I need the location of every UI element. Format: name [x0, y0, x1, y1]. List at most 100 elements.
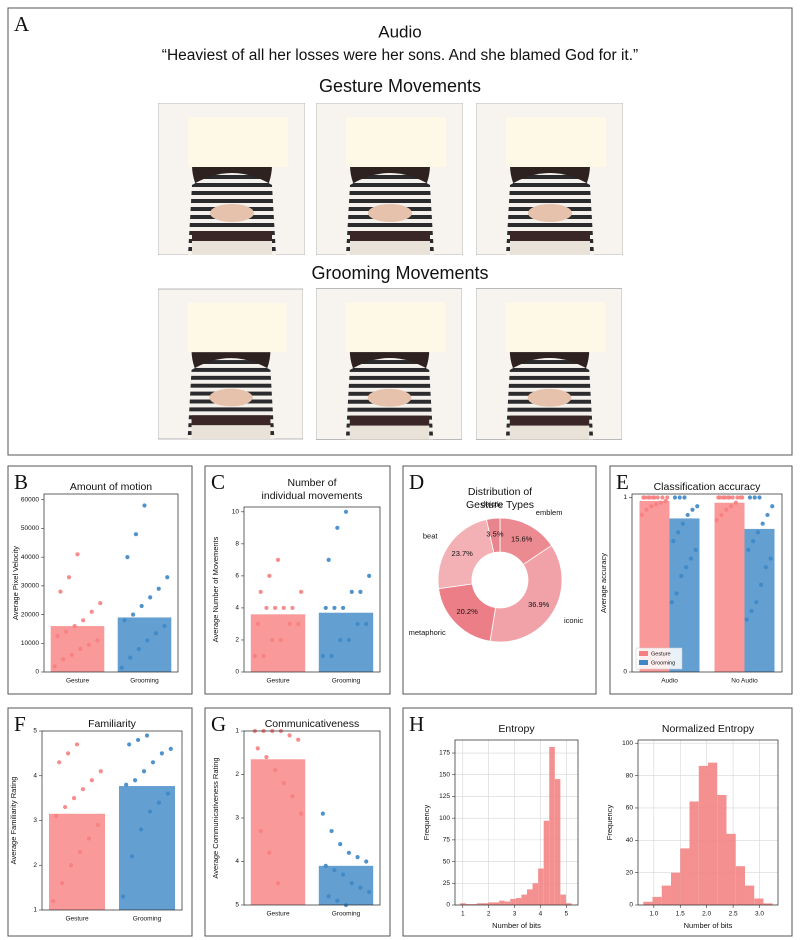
- x-tick-label: 3.0: [755, 911, 764, 918]
- audio-heading: Audio: [378, 22, 421, 41]
- data-point: [349, 881, 354, 886]
- data-point: [75, 552, 80, 557]
- histogram-bar: [521, 894, 527, 905]
- data-point: [95, 822, 100, 828]
- y-tick-label: 60: [626, 805, 634, 812]
- data-point: [133, 778, 138, 783]
- data-point: [165, 575, 170, 580]
- data-point: [98, 600, 103, 606]
- y-tick-label: 60000: [21, 496, 39, 503]
- data-point: [669, 600, 674, 605]
- histogram-bar: [717, 795, 727, 905]
- chart-title: Distribution of: [468, 486, 532, 498]
- data-point: [642, 495, 648, 500]
- data-point: [153, 631, 158, 636]
- data-point: [320, 811, 325, 816]
- data-point: [671, 539, 676, 544]
- data-point: [51, 898, 56, 904]
- data-point: [683, 565, 689, 570]
- data-point: [717, 495, 723, 500]
- legend-label: Gesture: [651, 651, 671, 657]
- segment-label: emblem: [536, 508, 563, 517]
- data-point: [287, 733, 292, 738]
- histogram-bar: [726, 833, 736, 905]
- chart-title: Classification accuracy: [654, 481, 762, 493]
- histogram-bar: [735, 866, 745, 905]
- x-tick-label: 4: [539, 911, 543, 918]
- data-point: [258, 589, 263, 595]
- x-axis-label: Number of bits: [492, 921, 541, 930]
- histogram-bar: [661, 885, 672, 905]
- bar: [318, 865, 374, 905]
- data-point: [119, 665, 124, 670]
- data-point: [688, 556, 693, 561]
- data-point: [58, 589, 63, 594]
- data-point: [128, 655, 133, 660]
- histogram-bar: [493, 902, 500, 905]
- histogram-bar: [504, 901, 511, 905]
- data-point: [89, 609, 94, 614]
- data-point: [61, 656, 66, 662]
- data-point: [679, 573, 684, 579]
- y-tick-label: 0: [629, 902, 633, 909]
- segment-label: iconic: [564, 616, 583, 625]
- data-point: [60, 881, 65, 886]
- data-point: [162, 623, 167, 629]
- y-tick-label: 1: [33, 907, 37, 914]
- histogram-bar: [510, 898, 516, 905]
- photo: [476, 103, 623, 255]
- panel-frame: [7, 465, 193, 695]
- data-point: [367, 889, 372, 895]
- plot-frame: [243, 730, 381, 906]
- data-point: [680, 521, 686, 526]
- data-point: [728, 504, 734, 509]
- y-tick-label: 0: [235, 669, 239, 676]
- data-point: [768, 556, 773, 561]
- donut-segment: [489, 544, 563, 643]
- y-axis-label: Average Communicativeness Rating: [211, 757, 220, 878]
- y-tick-label: 0: [446, 902, 450, 909]
- data-point: [159, 751, 164, 756]
- data-point: [760, 521, 765, 526]
- y-tick-label: 40: [626, 837, 634, 844]
- data-point: [122, 618, 127, 623]
- bar: [49, 813, 105, 910]
- data-point: [290, 605, 295, 611]
- bar: [119, 786, 175, 910]
- y-tick-label: 2: [235, 637, 239, 644]
- data-point: [326, 557, 331, 562]
- data-point: [346, 850, 351, 855]
- photo: [316, 288, 462, 440]
- data-point: [341, 872, 346, 877]
- data-point: [275, 881, 281, 886]
- histogram-bar: [708, 762, 718, 905]
- y-axis-label: Frequency: [605, 805, 614, 841]
- segment-label: deictic: [481, 499, 503, 508]
- bar: [117, 617, 172, 672]
- histogram-bar: [698, 765, 708, 905]
- data-point: [719, 512, 724, 518]
- panel-frame: [609, 465, 793, 695]
- data-point: [72, 623, 77, 629]
- y-axis-label: Average Pixel Velocity: [11, 546, 20, 620]
- value-label: 15.6%: [511, 534, 533, 543]
- data-point: [647, 495, 652, 500]
- y-tick-label: 0: [623, 669, 627, 676]
- y-tick-label: 40000: [21, 554, 39, 561]
- histogram-bar: [549, 746, 555, 905]
- x-tick-label: Grooming: [133, 916, 162, 923]
- data-point: [676, 530, 681, 535]
- data-point: [124, 782, 129, 787]
- data-point: [145, 638, 150, 643]
- data-point: [133, 532, 139, 537]
- data-point: [672, 495, 678, 500]
- plot-frame: [631, 493, 783, 673]
- data-point: [168, 746, 173, 752]
- data-point: [275, 557, 281, 562]
- data-point: [320, 653, 325, 659]
- value-label: 23.7%: [452, 549, 474, 558]
- y-tick-label: 3: [235, 815, 239, 822]
- y-tick-label: 8: [235, 541, 239, 548]
- data-point: [770, 504, 775, 509]
